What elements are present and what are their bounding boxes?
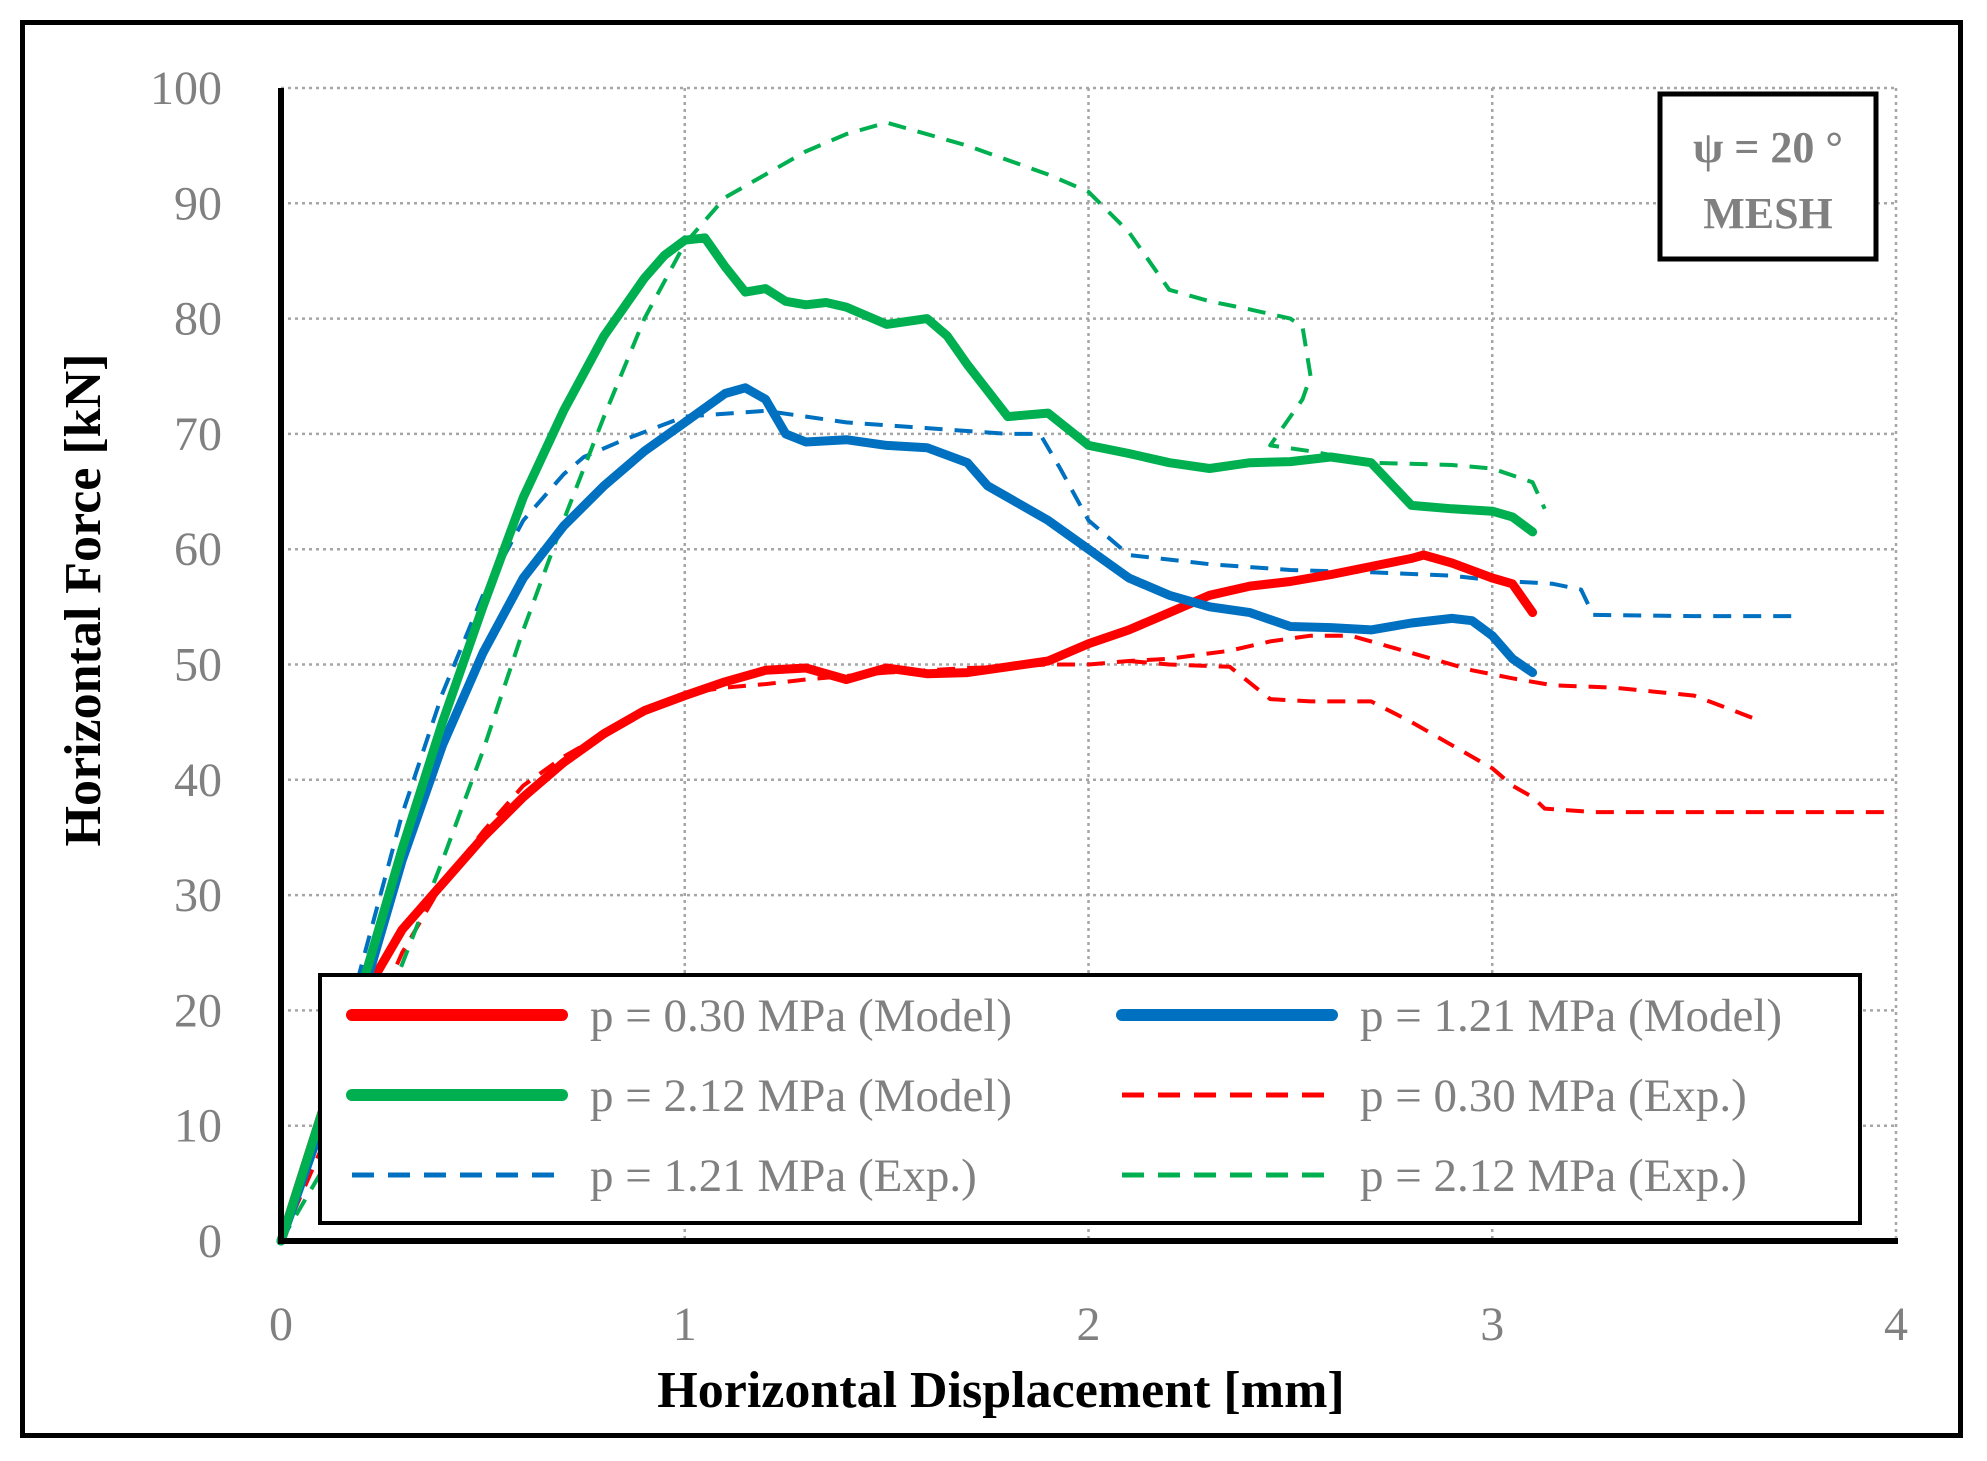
legend-label: p = 0.30 MPa (Model) xyxy=(590,990,1012,1042)
annotation-box: ψ = 20 ° MESH xyxy=(1657,91,1879,262)
legend: p = 0.30 MPa (Model) p = 1.21 MPa (Model)… xyxy=(318,973,1862,1225)
y-tick-label: 40 xyxy=(174,754,222,807)
series-line-p-0-30-mpa-exp- xyxy=(279,633,1756,1242)
y-tick-label: 10 xyxy=(174,1100,222,1153)
legend-label: p = 2.12 MPa (Exp.) xyxy=(1360,1150,1747,1202)
y-tick-label: 90 xyxy=(174,177,222,230)
series-line-p-1-21-mpa-model- xyxy=(276,383,1538,1246)
legend-label: p = 1.21 MPa (Model) xyxy=(1360,990,1782,1042)
x-tick-label: 2 xyxy=(1077,1298,1101,1351)
legend-label: p = 0.30 MPa (Exp.) xyxy=(1360,1070,1747,1122)
annotation-line-2: MESH xyxy=(1703,189,1833,238)
y-tick-label: 100 xyxy=(150,62,222,115)
series-line-p-0-30-mpa-model- xyxy=(276,550,1538,1246)
x-axis-title: Horizontal Displacement [mm] xyxy=(657,1362,1344,1419)
series-group xyxy=(276,120,1896,1246)
legend-box xyxy=(318,973,1862,1225)
legend-label: p = 2.12 MPa (Model) xyxy=(590,1070,1012,1122)
x-tick-label: 0 xyxy=(269,1298,293,1351)
y-tick-label: 0 xyxy=(198,1215,222,1268)
y-tick-label: 60 xyxy=(174,523,222,576)
chart-frame xyxy=(20,20,1963,1438)
legend-label: p = 1.21 MPa (Exp.) xyxy=(590,1150,977,1202)
y-tick-label: 50 xyxy=(174,639,222,692)
y-tick-label: 70 xyxy=(174,408,222,461)
series-line-p-0-30-mpa-exp-branch xyxy=(1128,659,1896,815)
series-line-p-2-12-mpa-model- xyxy=(276,233,1538,1246)
y-axis-title: Horizontal Force [kN] xyxy=(55,354,112,847)
series-line-p-2-12-mpa-exp- xyxy=(279,120,1547,1243)
axes xyxy=(278,88,1898,1244)
y-tick-label: 30 xyxy=(174,869,222,922)
y-tick-label: 20 xyxy=(174,984,222,1037)
x-tick-label: 4 xyxy=(1884,1298,1908,1351)
ticks: 0 10 20 30 40 50 60 70 80 90 100 0 1 2 3 4 xyxy=(150,62,1908,1351)
series-line-p-1-21-mpa-exp- xyxy=(279,408,1796,1242)
x-tick-label: 3 xyxy=(1480,1298,1504,1351)
x-tick-label: 1 xyxy=(673,1298,697,1351)
annotation-line-1: ψ = 20 ° xyxy=(1693,123,1843,172)
y-tick-label: 80 xyxy=(174,293,222,346)
